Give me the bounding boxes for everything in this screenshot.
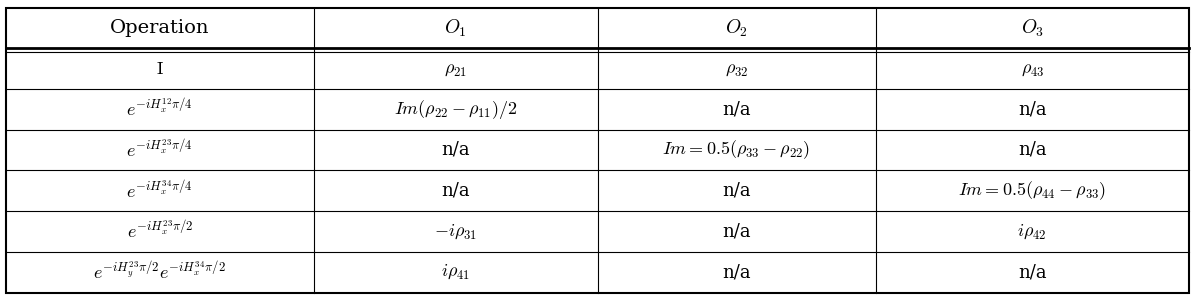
Text: n/a: n/a <box>722 100 750 118</box>
Text: $e^{-iH_x^{23}\pi/4}$: $e^{-iH_x^{23}\pi/4}$ <box>127 139 194 161</box>
Text: n/a: n/a <box>1018 263 1047 281</box>
Text: n/a: n/a <box>441 182 470 200</box>
Text: $e^{-iH_y^{23}\pi/2}e^{-iH_x^{34}\pi/2}$: $e^{-iH_y^{23}\pi/2}e^{-iH_x^{34}\pi/2}$ <box>93 261 226 283</box>
Text: $O_2$: $O_2$ <box>725 17 748 38</box>
Text: $O_1$: $O_1$ <box>445 17 467 38</box>
Text: $Im = 0.5(\rho_{33} - \rho_{22})$: $Im = 0.5(\rho_{33} - \rho_{22})$ <box>662 139 810 161</box>
Text: $\mathrm{I}$: $\mathrm{I}$ <box>155 60 164 78</box>
Text: $-i\rho_{31}$: $-i\rho_{31}$ <box>434 222 477 241</box>
Text: n/a: n/a <box>722 263 750 281</box>
Text: $\rho_{43}$: $\rho_{43}$ <box>1021 60 1044 78</box>
Text: n/a: n/a <box>1018 100 1047 118</box>
Text: n/a: n/a <box>441 141 470 159</box>
Text: $i\rho_{41}$: $i\rho_{41}$ <box>441 263 470 281</box>
Text: $e^{-iH_x^{12}\pi/4}$: $e^{-iH_x^{12}\pi/4}$ <box>127 98 194 120</box>
Text: $O_3$: $O_3$ <box>1021 17 1043 38</box>
Text: Operation: Operation <box>110 19 209 37</box>
Text: $Im = 0.5(\rho_{44} - \rho_{33})$: $Im = 0.5(\rho_{44} - \rho_{33})$ <box>958 179 1107 202</box>
Text: n/a: n/a <box>722 182 750 200</box>
Text: $Im(\rho_{22} - \rho_{11})/2$: $Im(\rho_{22} - \rho_{11})/2$ <box>394 98 517 121</box>
Text: $\rho_{32}$: $\rho_{32}$ <box>725 60 748 78</box>
Text: $\rho_{21}$: $\rho_{21}$ <box>445 60 467 78</box>
Text: n/a: n/a <box>1018 141 1047 159</box>
Text: $e^{-iH_x^{23}\pi/2}$: $e^{-iH_x^{23}\pi/2}$ <box>127 220 194 242</box>
Text: $e^{-iH_x^{34}\pi/4}$: $e^{-iH_x^{34}\pi/4}$ <box>127 180 194 202</box>
Text: n/a: n/a <box>722 222 750 240</box>
Text: $i\rho_{42}$: $i\rho_{42}$ <box>1017 222 1047 241</box>
